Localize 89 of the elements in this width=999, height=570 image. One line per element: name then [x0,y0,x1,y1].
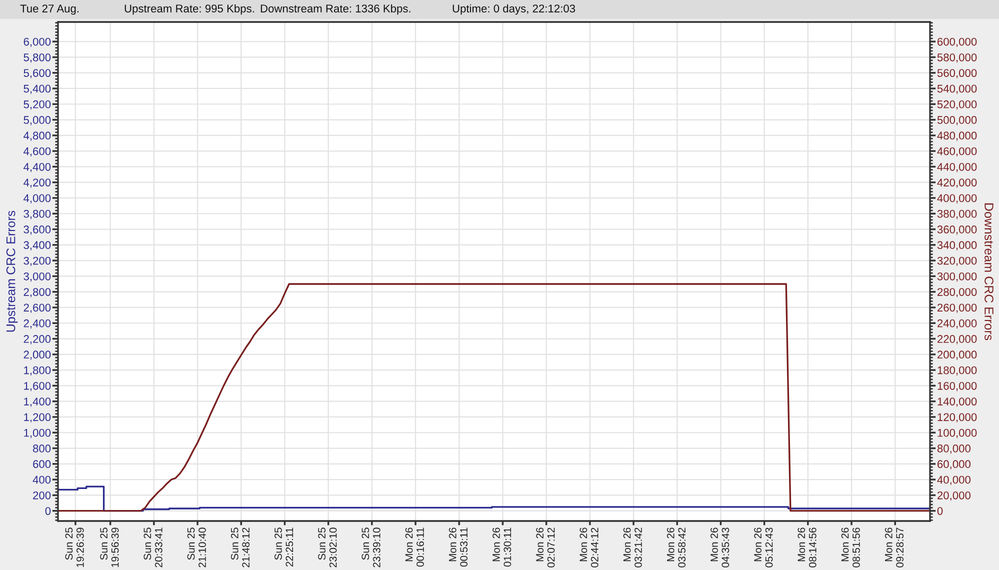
y-tick-label: 4,400 [24,162,51,172]
x-tick-label: Sun 25 21:48:12 [230,528,250,568]
y-tick-label: 0 [45,507,51,515]
y-tick-label: 5,800 [24,53,51,63]
y-tick-label: 2,800 [24,288,51,298]
x-tick-label: Mon 26 02:44:12 [580,528,598,568]
y2-tick-label: 460,000 [937,147,977,156]
y-tick-label: 3,400 [24,241,51,250]
y2-tick-label: 340,000 [937,241,977,250]
x-tick-label: Sun 25 20:33:41 [144,528,162,568]
y-tick-label: 4,200 [24,178,51,188]
y2-tick-label: 300,000 [937,272,977,282]
y-tick-label: 3,800 [24,210,51,220]
y2-tick-label: 160,000 [938,382,977,392]
y-tick-label: 600 [33,460,51,468]
x-tick-label: Mon 26 03:21:42 [623,528,642,568]
y2-tick-label: 420,000 [937,178,977,188]
x-tick-label: Sun 25 21:10:40 [187,528,206,568]
y2-tick-label: 140,000 [938,398,977,407]
y-tick-label: 1,200 [24,413,51,422]
x-tick-label: Mon 26 00:16:11 [405,528,424,567]
y2-tick-label: 600,000 [938,38,977,47]
y2-tick-label: 480,000 [937,132,977,141]
y-tick-label: 2,600 [24,304,51,313]
y2-tick-label: 120,000 [938,413,977,422]
x-tick-label: Mon 26 03:58:42 [666,528,686,568]
x-tick-label: Mon 26 05:12:43 [754,528,773,568]
y-tick-label: 3,600 [24,226,51,235]
line-series [58,283,930,512]
y-tick-label: 4,000 [24,194,51,204]
x-tick-label: Mon 26 02:07:12 [536,528,555,568]
y-tick-label: 1,000 [24,428,51,438]
y2-tick-label: 220,000 [938,335,977,344]
y2-tick-label: 260,000 [938,304,977,313]
y-tick-label: 3,000 [24,272,51,282]
x-tick-label: Mon 26 08:14:56 [798,528,816,568]
y2-tick-label: 380,000 [937,210,977,220]
y-tick-label: 2,400 [24,319,51,329]
y2-axis-title: Downstream CRC Errors [984,203,994,340]
text: Uptime: 0 days, 22:12:03 [452,4,576,15]
y-tick-label: 2,000 [24,350,51,360]
y-axis-title: Upstream CRC Errors [6,210,18,332]
y2-tick-label: 580,000 [937,53,977,63]
y-tick-label: 1,600 [24,382,51,392]
x-tick-label: Mon 26 00:53:11 [448,528,468,567]
x-tick-label: Mon 26 04:35:43 [710,528,730,568]
x-tick-label: Mon 26 09:28:57 [884,528,904,568]
y2-tick-label: 60,000 [938,460,970,470]
y-tick-label: 200 [33,491,51,500]
y2-tick-label: 200,000 [938,350,977,360]
y2-tick-label: 560,000 [937,69,977,78]
y-tick-label: 2,200 [24,335,51,344]
y2-tick-label: 40,000 [937,476,970,485]
y-tick-label: 400 [32,476,51,484]
y-tick-label: 4,800 [24,132,51,141]
text: Upstream Rate: 995 Kbps. [124,4,254,15]
text: Downstream Rate: 1336 Kbps. [260,4,410,15]
y2-tick-label: 280,000 [938,288,977,298]
x-tick-label: Sun 25 23:02:10 [318,528,337,568]
y2-tick-label: 0 [937,507,943,515]
y2-tick-label: 400,000 [937,194,977,204]
y2-tick-label: 360,000 [937,226,977,235]
y-tick-label: 6,000 [24,38,51,47]
y2-tick-label: 540,000 [937,84,977,94]
y-tick-label: 1,400 [24,398,51,407]
y2-tick-label: 100,000 [938,428,977,438]
y2-tick-label: 440,000 [937,162,977,172]
y2-tick-label: 180,000 [938,366,977,376]
x-tick-label: Mon 26 08:51:56 [841,528,860,568]
x-tick-label: Sun 25 22:25:11 [274,528,294,566]
y-tick-label: 5,400 [24,84,51,94]
x-tick-label: Sun 25 19:26:39 [65,528,84,567]
y2-tick-label: 320,000 [937,256,977,266]
y2-tick-label: 20,000 [938,491,970,501]
y-tick-label: 5,000 [24,116,51,126]
y-tick-label: 5,200 [24,100,51,110]
y-tick-label: 800 [33,444,51,452]
y-tick-label: 5,600 [24,69,51,78]
y-tick-label: 4,600 [24,147,51,156]
y-tick-label: 3,200 [24,256,51,266]
y-tick-label: 1,800 [24,366,51,376]
y2-tick-label: 80,000 [937,444,970,454]
x-tick-label: Sun 25 23:39:10 [362,528,380,568]
text: Tue 27 Aug. [20,4,78,15]
y2-tick-label: 520,000 [937,100,977,110]
y2-tick-label: 500,000 [937,116,977,126]
y2-tick-label: 240,000 [938,319,977,329]
x-tick-label: Sun 25 19:56:39 [100,528,119,567]
x-tick-label: Mon 26 01:30:11 [492,528,512,567]
